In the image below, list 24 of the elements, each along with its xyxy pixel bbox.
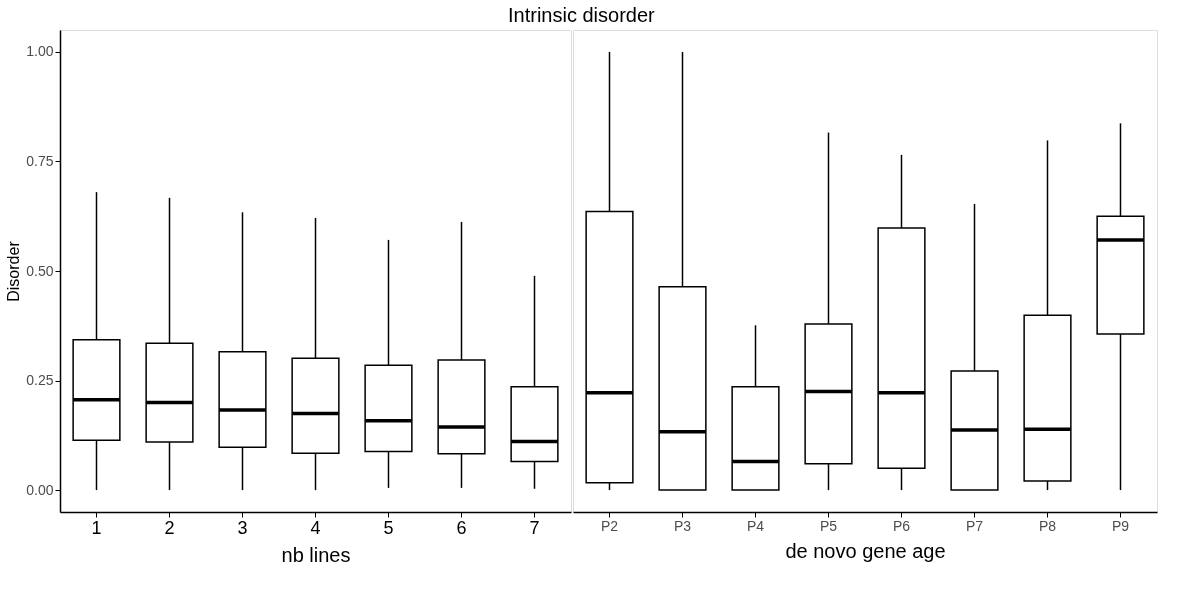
- y-tick-label: 0.25: [26, 372, 54, 389]
- x-tick-label: P2: [600, 517, 619, 534]
- x-tick-label: 4: [310, 517, 321, 538]
- x-tick-label: 6: [456, 517, 467, 538]
- x-tick-label: P8: [1038, 517, 1057, 534]
- x-tick-label: P3: [673, 517, 692, 534]
- x-tick-label: P5: [819, 517, 838, 534]
- y-tick-label: 1.00: [26, 43, 54, 60]
- y-tick-label: 0.75: [26, 152, 54, 169]
- x-tick-label: 1: [91, 517, 102, 538]
- x-tick-label: P6: [892, 517, 911, 534]
- x-tick-label: 7: [529, 517, 540, 538]
- x-tick-label: 5: [383, 517, 394, 538]
- x-tick-label: P7: [965, 517, 984, 534]
- chart-title: Intrinsic disorder: [508, 3, 656, 26]
- x-tick-label: 2: [164, 517, 175, 538]
- x-tick-label: P4: [746, 517, 765, 534]
- x-axis-title: de novo gene age: [785, 539, 946, 562]
- y-tick-label: 0.00: [26, 481, 54, 498]
- x-tick-label: P9: [1111, 517, 1130, 534]
- y-axis-title: Disorder: [5, 240, 23, 302]
- x-tick-label: 3: [237, 517, 248, 538]
- y-tick-label: 0.50: [26, 262, 54, 279]
- x-axis-title: nb lines: [281, 543, 351, 566]
